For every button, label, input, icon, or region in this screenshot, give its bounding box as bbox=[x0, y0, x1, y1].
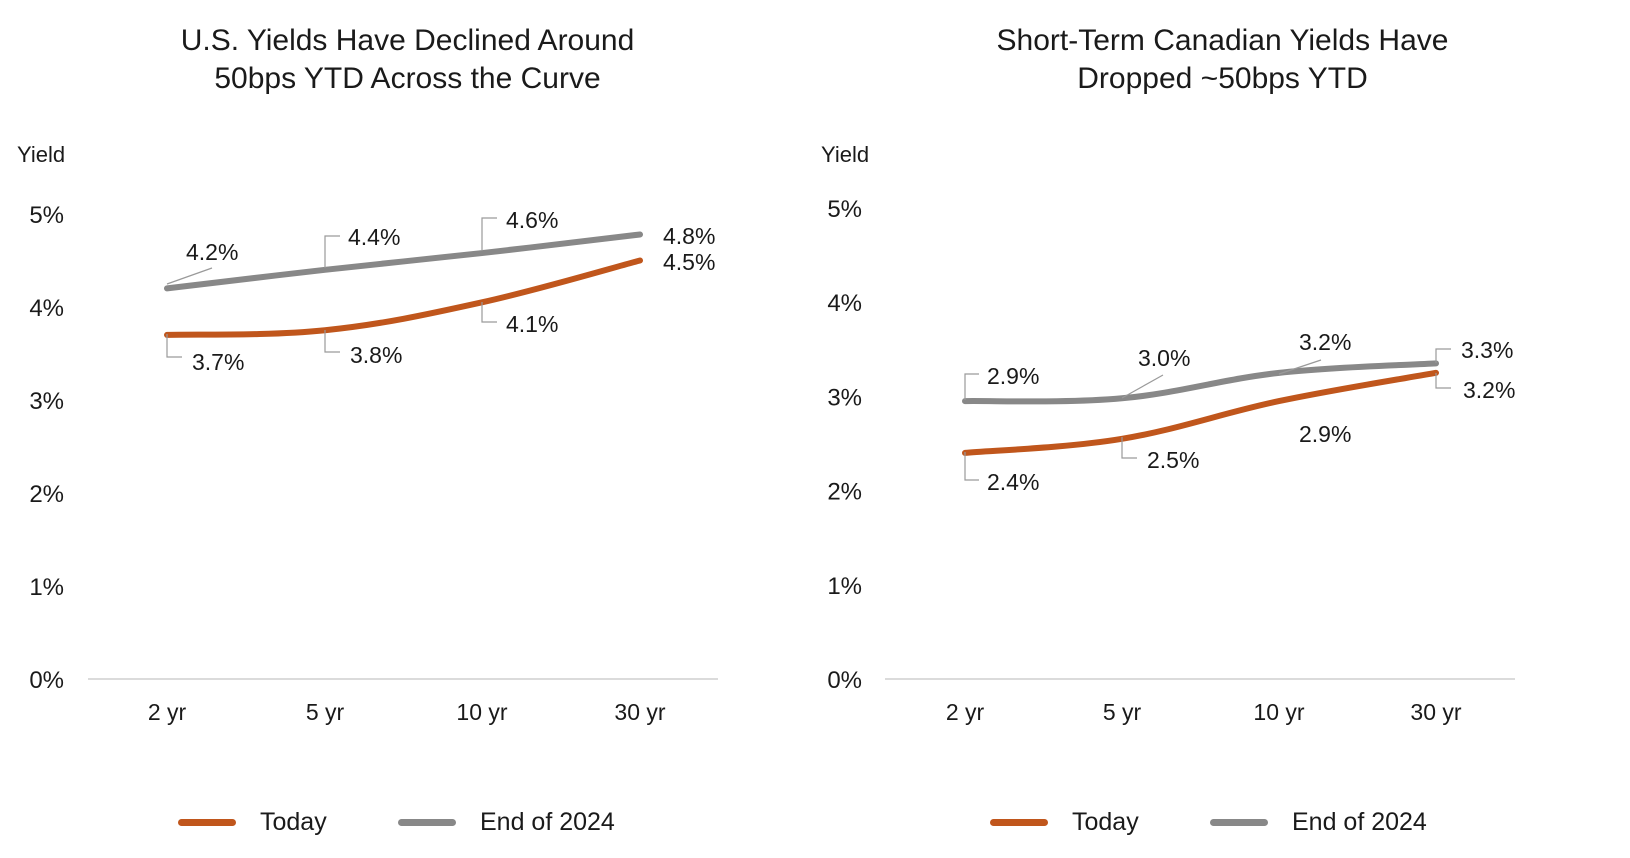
x-tick-label: 5 yr bbox=[1103, 699, 1142, 725]
y-tick-label: 2% bbox=[29, 481, 64, 508]
y-tick-label: 4% bbox=[29, 295, 64, 322]
data-label: 3.2% bbox=[1463, 377, 1515, 403]
y-tick-label: 1% bbox=[29, 574, 64, 601]
y-tick-label: 1% bbox=[827, 573, 862, 600]
legend-label-today: Today bbox=[260, 808, 327, 836]
legend-item-today: Today bbox=[990, 808, 1139, 837]
legend-swatch-today bbox=[990, 819, 1048, 826]
chart-title: Short-Term Canadian Yields Have Dropped … bbox=[815, 22, 1630, 98]
data-label: 3.2% bbox=[1299, 329, 1351, 355]
legend-swatch-today bbox=[178, 819, 236, 826]
x-tick-label: 10 yr bbox=[1253, 699, 1304, 725]
data-label: 4.1% bbox=[506, 311, 558, 337]
y-tick-label: 4% bbox=[827, 290, 862, 317]
chart-title-line-1: Short-Term Canadian Yields Have bbox=[996, 24, 1449, 57]
x-tick-label: 10 yr bbox=[456, 699, 507, 725]
chart-title: U.S. Yields Have Declined Around 50bps Y… bbox=[0, 22, 815, 98]
data-label-leader bbox=[1435, 373, 1451, 389]
legend-item-today: Today bbox=[178, 808, 327, 837]
data-label-leader bbox=[481, 217, 497, 251]
y-tick-label: 0% bbox=[29, 667, 64, 694]
series-line-today bbox=[962, 369, 1439, 456]
series-line-end-of-2024 bbox=[164, 231, 643, 292]
data-label-leader bbox=[166, 267, 213, 285]
data-label-leader bbox=[324, 235, 340, 268]
y-axis-label: Yield bbox=[821, 142, 869, 167]
data-label-leader bbox=[1121, 374, 1164, 399]
x-tick-label: 2 yr bbox=[148, 699, 187, 725]
data-label: 3.3% bbox=[1461, 337, 1513, 363]
data-label: 2.4% bbox=[987, 469, 1039, 495]
y-tick-label: 5% bbox=[827, 196, 862, 223]
data-label-leader bbox=[481, 302, 497, 323]
data-label-leader bbox=[1121, 437, 1137, 459]
x-tick-label: 30 yr bbox=[614, 699, 665, 725]
legend-label-today: Today bbox=[1072, 808, 1139, 836]
us-yields-plot: Yield 0% 1% 2% 3% 4% 5% 2 yr 5 yr 10 yr 30 yr 3.7% 3… bbox=[17, 142, 718, 725]
y-tick-label: 5% bbox=[29, 202, 64, 229]
data-label: 4.8% bbox=[663, 223, 715, 249]
data-label: 3.8% bbox=[350, 342, 402, 368]
data-label-leader bbox=[964, 373, 979, 400]
legend-swatch-end-2024 bbox=[1210, 819, 1268, 826]
canadian-yields-chart: Short-Term Canadian Yields Have Dropped … bbox=[815, 0, 1630, 858]
legend-label-end-2024: End of 2024 bbox=[1292, 808, 1427, 836]
data-label: 4.6% bbox=[506, 207, 558, 233]
legend-label-end-2024: End of 2024 bbox=[480, 808, 615, 836]
x-tick-label: 2 yr bbox=[946, 699, 985, 725]
us-yields-chart: U.S. Yields Have Declined Around 50bps Y… bbox=[0, 22, 815, 848]
x-tick-label: 5 yr bbox=[306, 699, 345, 725]
data-label: 4.5% bbox=[663, 249, 715, 275]
data-label-leader bbox=[166, 334, 182, 358]
legend-swatch-end-2024 bbox=[398, 819, 456, 826]
data-label: 2.9% bbox=[987, 363, 1039, 389]
legend-item-end-2024: End of 2024 bbox=[1210, 808, 1427, 837]
data-label: 3.7% bbox=[192, 349, 244, 375]
series-line-today bbox=[164, 257, 643, 338]
y-tick-label: 2% bbox=[827, 479, 862, 506]
y-tick-label: 3% bbox=[827, 384, 862, 411]
canadian-yields-plot: Yield 0% 1% 2% 3% 4% 5% 2 yr 5 yr 10 yr 30 yr 2.4% 2… bbox=[821, 142, 1515, 725]
x-tick-label: 30 yr bbox=[1410, 699, 1461, 725]
legend-item-end-2024: End of 2024 bbox=[398, 808, 615, 837]
data-label: 4.2% bbox=[186, 239, 238, 265]
legend: Today End of 2024 bbox=[0, 808, 815, 848]
y-axis-label: Yield bbox=[17, 142, 65, 167]
chart-title-line-2: 50bps YTD Across the Curve bbox=[214, 62, 601, 95]
data-label: 2.9% bbox=[1299, 421, 1351, 447]
data-label-leader bbox=[1435, 348, 1451, 363]
data-label-leader bbox=[964, 452, 979, 481]
y-tick-label: 0% bbox=[827, 667, 862, 694]
data-label-leader bbox=[1278, 359, 1322, 375]
chart-title-line-1: U.S. Yields Have Declined Around bbox=[180, 24, 635, 57]
data-label: 4.4% bbox=[348, 224, 400, 250]
chart-title-line-2: Dropped ~50bps YTD bbox=[1077, 62, 1368, 95]
legend: Today End of 2024 bbox=[815, 808, 1630, 848]
data-label: 3.0% bbox=[1138, 345, 1190, 371]
series-line-end-of-2024 bbox=[962, 360, 1439, 405]
data-label: 2.5% bbox=[1147, 447, 1199, 473]
data-label-leader bbox=[324, 330, 340, 353]
y-tick-label: 3% bbox=[29, 388, 64, 415]
